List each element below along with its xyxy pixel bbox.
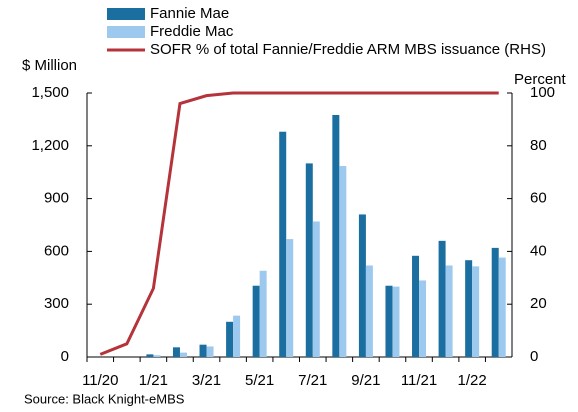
bar [172,347,180,357]
bar [199,344,207,357]
x-tick-label: 11/20 [82,372,118,389]
bar [465,260,473,357]
bar [419,280,427,357]
bar [206,346,214,357]
legend-label: Freddie Mac [150,23,234,40]
bar [153,355,161,357]
bar [259,270,267,357]
bar [472,266,480,357]
bar [438,240,446,357]
y-tick-label: 600 [44,242,69,259]
bar [491,247,499,357]
y-tick-label: 900 [44,190,69,207]
bar [385,285,393,357]
bar [226,321,234,357]
y2-tick-label: 60 [530,190,547,207]
bar [252,285,260,357]
legend-swatch [107,26,145,38]
x-tick-label: 1/21 [139,372,168,389]
bar [312,221,320,357]
bar [339,166,347,357]
x-tick-label: 7/21 [298,372,327,389]
bar [233,315,241,357]
x-tick-label: 5/21 [245,372,274,389]
y-tick-label: 300 [44,295,69,312]
bar [358,214,366,357]
bar [412,255,420,357]
bar [365,265,373,357]
y2-tick-label: 0 [530,348,538,365]
bar [286,239,294,357]
legend-label: SOFR % of total Fannie/Freddie ARM MBS i… [150,41,546,58]
y-axis-label: $ Million [22,57,77,74]
bar [279,131,287,357]
legend-swatch [107,8,145,20]
y2-tick-label: 40 [530,242,547,259]
x-tick-label: 3/21 [192,372,221,389]
bar [445,265,453,357]
line [99,91,499,356]
y-tick-label: 1,200 [31,137,69,154]
bar [179,352,187,357]
bar [498,257,506,357]
y2-tick-label: 20 [530,295,547,312]
bar [146,354,154,357]
y-tick-label: 1,500 [31,84,69,101]
bar [332,115,340,357]
y2-axis-label: Percent [514,71,567,88]
bar [392,286,400,357]
y-tick-label: 0 [61,348,69,365]
legend-label: Fannie Mae [150,5,229,22]
y2-tick-label: 80 [530,137,547,154]
x-tick-label: 11/21 [401,372,437,389]
source: Source: Black Knight-eMBS [24,391,185,406]
bar [305,163,313,357]
x-tick-label: 9/21 [351,372,380,389]
y2-tick-label: 100 [530,84,555,101]
x-tick-label: 1/22 [458,372,487,389]
